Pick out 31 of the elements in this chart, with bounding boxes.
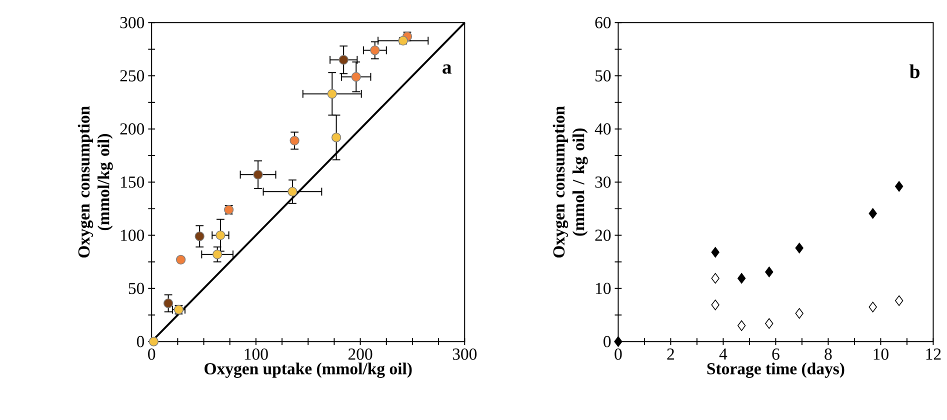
x-tick-label: 0	[148, 348, 156, 360]
y-tick-label: 50	[596, 70, 611, 82]
y-tick-label: 100	[121, 229, 144, 241]
y-tick-label: 300	[120, 16, 144, 28]
x-tick-label: 10	[874, 348, 888, 360]
y-axis-title: Oxygen consumption (mmol / kg oil)	[552, 106, 588, 258]
x-axis-title: Oxygen uptake (mmol/kg oil)	[204, 362, 412, 378]
y-tick-label: 250	[120, 70, 144, 82]
x-tick-label: 2	[667, 348, 674, 360]
x-tick-label: 0	[614, 348, 622, 360]
y-tick-label: 200	[120, 123, 144, 134]
x-tick-label: 12	[926, 348, 941, 360]
x-tick-label: 100	[244, 348, 268, 360]
y-tick-label: 50	[128, 282, 144, 294]
x-axis-title: Storage time (days)	[707, 362, 844, 378]
x-tick-label: 6	[772, 348, 780, 360]
x-tick-label: 300	[452, 348, 477, 360]
x-tick-label: 8	[824, 348, 832, 360]
y-tick-label: 0	[136, 336, 144, 348]
annotation: a	[442, 64, 452, 74]
annotation: b	[910, 64, 920, 78]
y-tick-label: 150	[121, 176, 144, 188]
y-tick-label: 0	[604, 336, 611, 348]
y-tick-label: 10	[596, 282, 611, 294]
y-axis-title: Oxygen consumption (mmol/kg oil)	[78, 106, 113, 258]
y-tick-label: 60	[595, 16, 611, 28]
y-tick-label: 40	[594, 123, 611, 134]
x-tick-label: 4	[719, 348, 728, 360]
y-tick-label: 30	[595, 176, 611, 188]
x-tick-label: 200	[348, 348, 372, 360]
y-tick-label: 20	[595, 229, 611, 241]
